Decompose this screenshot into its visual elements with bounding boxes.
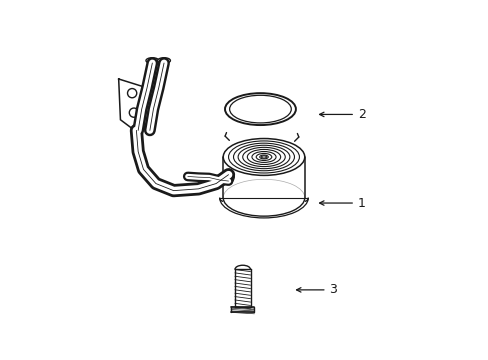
Ellipse shape bbox=[145, 58, 159, 63]
Text: 1: 1 bbox=[319, 197, 365, 210]
Text: 2: 2 bbox=[319, 108, 365, 121]
Ellipse shape bbox=[157, 58, 170, 63]
Text: 3: 3 bbox=[296, 283, 337, 296]
